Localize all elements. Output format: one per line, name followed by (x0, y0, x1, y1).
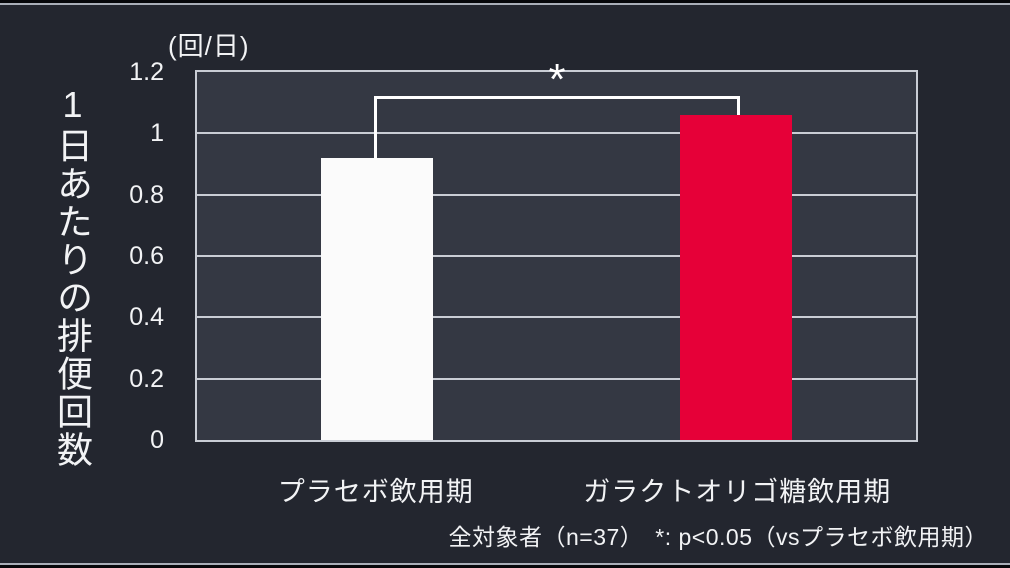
bar-galacto-oligosaccharide (680, 115, 793, 440)
y-tick-label: 0.6 (129, 242, 164, 270)
frame-bottom-edge (0, 565, 1010, 568)
x-axis-labels: プラセボ飲用期 ガラクトオリゴ糖飲用期 (195, 470, 918, 509)
bar-placebo (320, 158, 433, 440)
y-tick-label: 0.2 (129, 365, 164, 393)
y-axis-title: 1日あたりの排便回数 (52, 84, 93, 469)
significance-bracket-horizontal (374, 96, 740, 99)
y-axis-unit-label: (回/日) (168, 31, 250, 61)
frame-top-hairline (0, 3, 1010, 5)
significance-bracket-right-drop (737, 96, 740, 115)
gridline (197, 378, 916, 380)
x-category-label: ガラクトオリゴ糖飲用期 (583, 477, 892, 507)
y-tick-label: 0.4 (129, 303, 164, 331)
y-tick-label: 1 (150, 119, 164, 147)
significance-asterisk: * (548, 55, 566, 104)
gridline (197, 255, 916, 257)
x-category-label: プラセボ飲用期 (277, 477, 474, 507)
gridline (197, 132, 916, 134)
gridline (197, 194, 916, 196)
significance-bracket-left-drop (374, 96, 377, 158)
footnote: 全対象者（n=37） *: p<0.05（vsプラセボ飲用期） (448, 524, 988, 550)
y-tick-label: 1.2 (129, 58, 164, 86)
gridline (197, 316, 916, 318)
plot-area (195, 70, 918, 442)
y-tick-label: 0.8 (129, 181, 164, 209)
frame-bottom-hairline (0, 563, 1010, 565)
y-tick-label: 0 (150, 426, 164, 454)
frame-top-edge (0, 0, 1010, 3)
